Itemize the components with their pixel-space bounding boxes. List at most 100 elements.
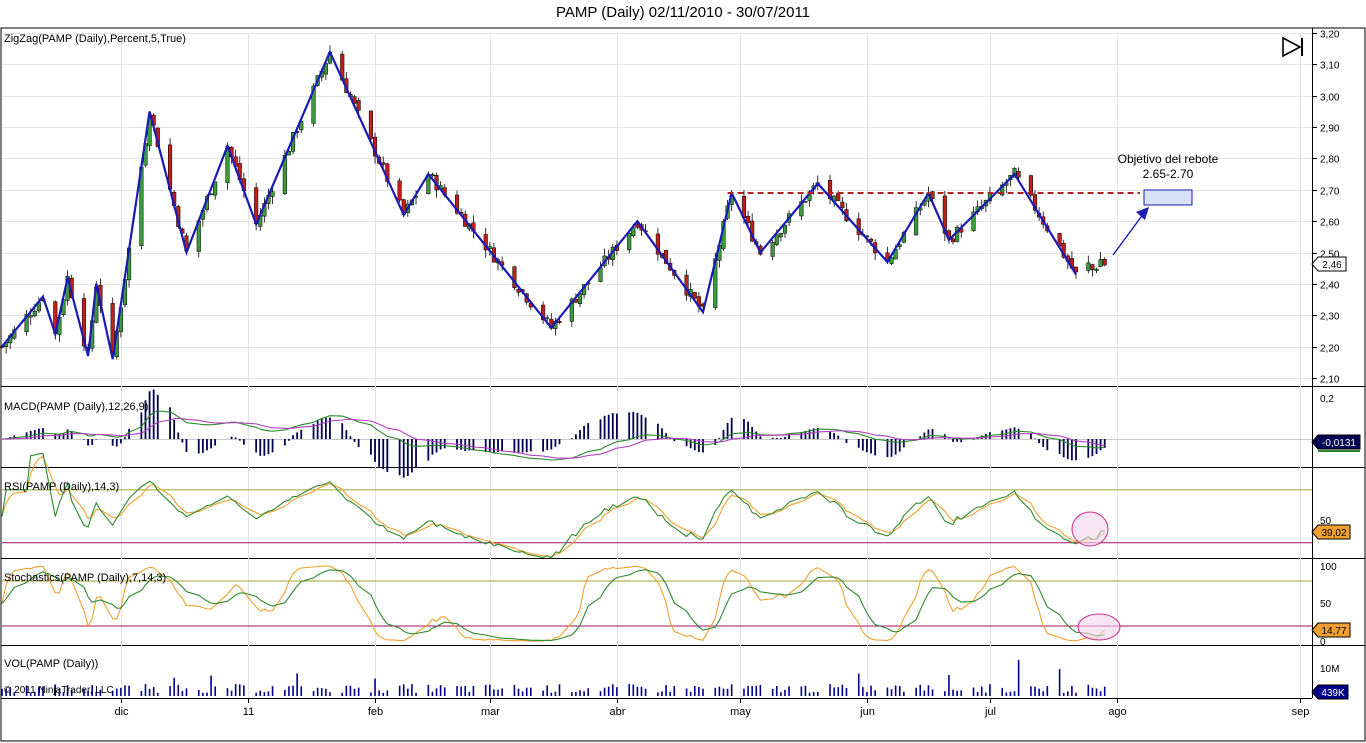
price-tick-label: 2,60: [1320, 218, 1340, 229]
macd-signal-line: [2, 417, 1105, 459]
target-annotation: Objetivo del rebote 2.65-2.70: [1112, 152, 1219, 256]
candle-body: [627, 233, 632, 251]
price-tick-label: 3,10: [1320, 61, 1340, 72]
time-tick-label: 11: [243, 706, 254, 718]
candle-body: [770, 241, 775, 257]
candle-body: [512, 266, 517, 289]
time-tick-label: jul: [984, 706, 996, 718]
rsi-panel-label: RSI(PAMP (Daily),14,3): [4, 481, 119, 493]
candle-body: [930, 191, 935, 199]
candle-body: [28, 315, 33, 318]
candle-body: [1086, 262, 1091, 271]
time-tick-label: mar: [481, 706, 500, 718]
candle-body: [368, 110, 373, 139]
stoch-last-badge: 14,77: [1311, 622, 1351, 638]
time-axis: dic 11 feb mar abr may jun jul ago sep: [114, 698, 1309, 718]
candle-body: [541, 304, 546, 321]
candle-body: [454, 194, 460, 214]
price-last-value: 2,46: [1322, 260, 1342, 271]
time-tick-label: jun: [859, 706, 875, 718]
copyright-text: © 2011 NinjaTrader, LLC: [4, 685, 114, 696]
candle-body: [270, 191, 275, 197]
candle-body: [1028, 175, 1033, 196]
price-tick-label: 2,10: [1320, 375, 1340, 386]
stoch-tick-100: 100: [1320, 562, 1337, 573]
rsi-signal-line: [1, 455, 1105, 558]
annotation-line1: Objetivo del rebote: [1118, 152, 1219, 166]
candle-body: [635, 224, 640, 228]
rsi-highlight-circle: [1071, 511, 1109, 547]
candle-body: [397, 180, 402, 201]
price-last-badge: 2,46: [1311, 256, 1347, 272]
price-tick-label: 2,40: [1320, 281, 1340, 292]
price-tick-label: 2,80: [1320, 155, 1340, 166]
candle-body: [782, 224, 788, 234]
candle-body: [81, 298, 87, 347]
candle-body: [692, 292, 697, 299]
macd-panel-label: MACD(PAMP (Daily),12,26,9): [4, 401, 148, 413]
candle-body: [516, 289, 521, 293]
time-tick-label: feb: [368, 706, 383, 718]
volume-last-value: 439K: [1321, 688, 1345, 699]
annotation-line2: 2.65-2.70: [1143, 167, 1194, 181]
candle-body: [1016, 170, 1021, 178]
candle-body: [1098, 259, 1103, 267]
time-tick-label: may: [730, 706, 751, 718]
candle-body: [1102, 258, 1107, 266]
candle-body: [1090, 264, 1095, 270]
price-tick-label: 3,20: [1320, 30, 1340, 41]
rsi-last-badge: 39,02: [1311, 524, 1351, 540]
candle-body: [840, 201, 845, 208]
candle-body: [356, 100, 361, 111]
candle-body: [914, 207, 919, 236]
rsi-line: [1, 453, 1105, 559]
price-tick-label: 2,70: [1320, 187, 1340, 198]
rsi-last-value: 39,02: [1321, 528, 1346, 539]
zigzag-line: [1, 49, 1077, 360]
stoch-tick-50: 50: [1320, 599, 1332, 610]
candle-body: [950, 238, 956, 243]
candle-body: [746, 215, 751, 224]
target-box: [1143, 189, 1193, 206]
volume-bars: [1, 659, 1106, 696]
price-tick-label: 2,90: [1320, 124, 1340, 135]
scroll-end-icon[interactable]: [1281, 36, 1303, 58]
time-tick-label: dic: [114, 706, 129, 718]
price-tick-label: 2,20: [1320, 344, 1340, 355]
target-arrow-head: [1136, 207, 1149, 220]
chart-title: PAMP (Daily) 02/11/2010 - 30/07/2011: [555, 4, 811, 21]
candle-body: [836, 192, 841, 201]
macd-line: [1, 410, 1105, 461]
price-tick-label: 3,00: [1320, 93, 1340, 104]
macd-histogram: [5, 389, 1106, 478]
target-arrow: [1112, 212, 1145, 256]
stoch-tick-0: 0: [1320, 637, 1326, 648]
macd-last-value: -0,0131: [1322, 438, 1356, 449]
rsi-tick: 50: [1320, 516, 1332, 527]
candle-body: [545, 317, 550, 320]
volume-last-badge: 439K: [1311, 684, 1349, 700]
chart-frame: [0, 27, 1366, 742]
time-tick-label: sep: [1292, 706, 1310, 718]
price-panel-label: ZigZag(PAMP (Daily),Percent,5,True): [4, 33, 186, 45]
time-tick-label: abr: [610, 706, 626, 718]
stoch-k-line: [1, 565, 1106, 642]
candle-body: [971, 211, 976, 231]
grid-lines: [2, 33, 1312, 698]
volume-tick: 10M: [1320, 664, 1339, 675]
candle-body: [381, 162, 386, 165]
candle-body: [24, 314, 29, 333]
candle-body: [889, 257, 894, 264]
stoch-last-value: 14,77: [1321, 626, 1346, 637]
candle-body: [1032, 194, 1038, 211]
candle-body: [32, 310, 37, 317]
stoch-highlight-circle: [1077, 613, 1121, 641]
candlesticks: [0, 45, 1107, 360]
volume-panel-label: VOL(PAMP (Daily)): [4, 658, 98, 670]
stoch-d-line: [1, 569, 1105, 641]
candle-body: [557, 321, 562, 323]
candle-body: [1073, 266, 1079, 273]
price-tick-label: 2,30: [1320, 312, 1340, 323]
candle-body: [655, 233, 660, 255]
